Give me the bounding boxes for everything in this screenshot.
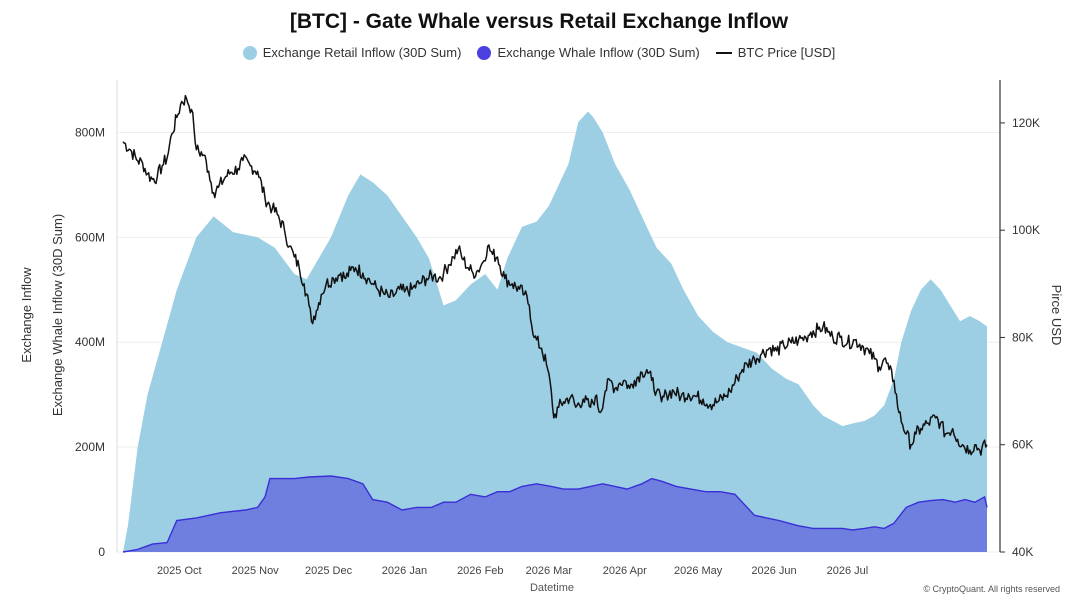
legend-whale-label: Exchange Whale Inflow (30D Sum) [497, 45, 700, 60]
left-tick-label: 400M [75, 335, 105, 349]
left-tick-label: 0 [98, 545, 105, 559]
x-axis-label: Datetime [530, 582, 574, 594]
legend-whale-swatch [477, 45, 492, 60]
legend-item-price[interactable]: BTC Price [USD] [715, 45, 836, 60]
right-tick-label: 40K [1012, 545, 1033, 559]
x-tick-label: 2026 Mar [526, 565, 573, 577]
x-tick-label: 2026 May [674, 565, 723, 577]
legend-retail-label: Exchange Retail Inflow (30D Sum) [262, 45, 462, 60]
legend-price-swatch [715, 51, 732, 54]
left-tick-label: 200M [75, 440, 105, 454]
x-tick-label: 2026 Jul [827, 565, 869, 577]
right-tick-label: 80K [1012, 330, 1033, 344]
left-tick-label: 600M [75, 230, 105, 244]
x-tick-label: 2026 Apr [603, 565, 647, 577]
whale-inflow-area [123, 476, 987, 552]
x-tick-label: 2026 Jun [751, 565, 796, 577]
whale-inflow-line [122, 475, 988, 553]
x-axis-ticks: 2025 Oct 2025 Nov 2025 Dec 2026 Jan 2026 Feb… [157, 565, 868, 577]
y-axis-label-left-inner: Exchange Whale Inflow (30D Sum) [50, 214, 65, 416]
legend-item-retail[interactable]: Exchange Retail Inflow (30D Sum) [242, 45, 462, 60]
x-tick-label: 2025 Dec [305, 565, 353, 577]
right-tick-label: 100K [1012, 223, 1040, 237]
legend-retail-swatch [242, 45, 257, 60]
right-tick-label: 120K [1012, 116, 1040, 130]
x-tick-label: 2025 Nov [232, 565, 280, 577]
x-tick-label: 2026 Jan [382, 565, 427, 577]
left-axis-ticks: 0 200M 400M 600M 800M [75, 125, 105, 559]
legend-item-whale[interactable]: Exchange Whale Inflow (30D Sum) [477, 45, 700, 60]
btc-price-line [122, 94, 988, 456]
x-tick-label: 2026 Feb [457, 565, 503, 577]
right-tick-label: 60K [1012, 438, 1033, 452]
left-tick-label: 800M [75, 125, 105, 139]
x-tick-label: 2025 Oct [157, 565, 202, 577]
chart-title: [BTC] - Gate Whale versus Retail Exchang… [289, 10, 789, 33]
y-axis-label-left-outer: Exchange Inflow [19, 267, 34, 363]
right-axis-ticks: 40K 60K 80K 100K 120K [1000, 116, 1040, 559]
y-axis-label-right: Pirce USD [1049, 285, 1064, 346]
retail-inflow-area [123, 111, 987, 552]
legend-price-label: BTC Price [USD] [737, 45, 836, 60]
watermark: © CryptoQuant. All rights reserved [923, 584, 1060, 594]
chart-legend: Exchange Retail Inflow (30D Sum) Exchang… [0, 45, 1078, 60]
